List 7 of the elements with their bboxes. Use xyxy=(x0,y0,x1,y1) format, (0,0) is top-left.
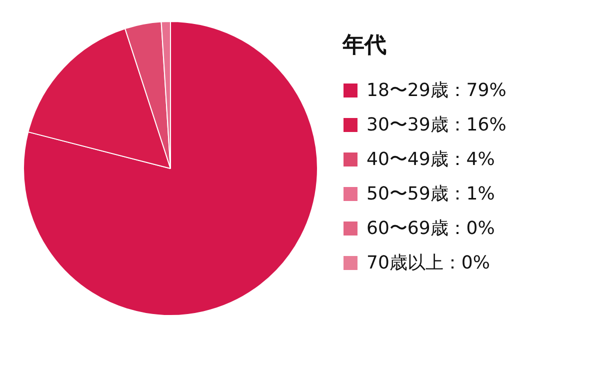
legend-label: 70歳以上：0% xyxy=(366,252,490,274)
legend-label: 40〜49歳：4% xyxy=(366,149,495,170)
legend-title: 年代 xyxy=(342,33,386,58)
legend-label: 30〜39歳：16% xyxy=(366,114,506,136)
legend-label: 50〜59歳：1% xyxy=(366,184,495,204)
legend-label: 18〜29歳：79% xyxy=(366,80,506,101)
legend-label: 60〜69歳：0% xyxy=(366,218,495,239)
